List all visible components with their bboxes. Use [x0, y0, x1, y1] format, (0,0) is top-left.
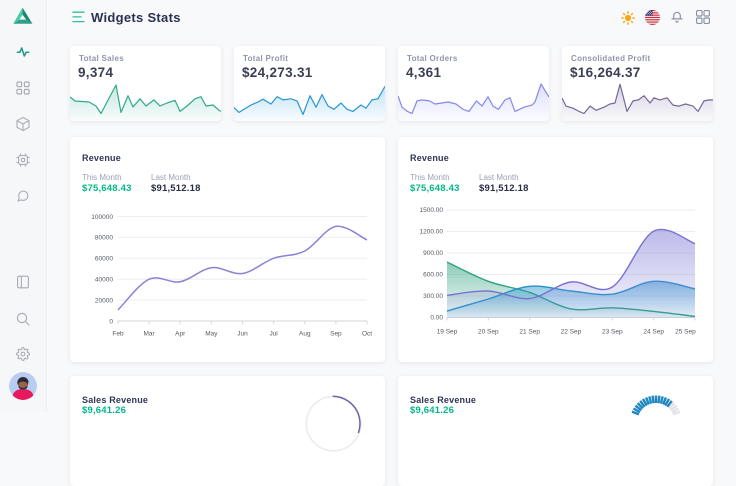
svg-text:Mar: Mar: [143, 331, 155, 338]
svg-text:100000: 100000: [91, 214, 113, 221]
svg-text:Apr: Apr: [175, 331, 186, 338]
svg-text:20 Sep: 20 Sep: [478, 329, 499, 336]
svg-text:0.00: 0.00: [430, 315, 443, 322]
svg-text:25 Sep: 25 Sep: [675, 329, 696, 336]
svg-text:900.00: 900.00: [423, 250, 443, 257]
svg-text:80000: 80000: [95, 235, 113, 242]
svg-text:Jul: Jul: [269, 331, 278, 338]
svg-text:40000: 40000: [95, 277, 113, 284]
svg-text:1500.00: 1500.00: [420, 207, 444, 214]
svg-text:23 Sep: 23 Sep: [602, 329, 623, 336]
svg-text:Oct: Oct: [362, 331, 372, 338]
svg-text:600.00: 600.00: [423, 272, 443, 279]
svg-text:May: May: [205, 331, 218, 338]
svg-text:24 Sep: 24 Sep: [643, 329, 664, 336]
svg-text:Sep: Sep: [330, 331, 342, 338]
svg-text:60000: 60000: [95, 256, 113, 263]
svg-text:Jun: Jun: [237, 331, 248, 338]
svg-text:300.00: 300.00: [423, 293, 443, 300]
svg-text:1200.00: 1200.00: [420, 229, 444, 236]
svg-text:20000: 20000: [95, 297, 113, 304]
svg-text:21 Sep: 21 Sep: [519, 329, 540, 336]
svg-text:0: 0: [109, 318, 113, 325]
svg-text:19 Sep: 19 Sep: [437, 329, 458, 336]
svg-text:Aug: Aug: [299, 331, 311, 338]
svg-text:22 Sep: 22 Sep: [561, 329, 582, 336]
svg-text:Feb: Feb: [112, 331, 124, 338]
